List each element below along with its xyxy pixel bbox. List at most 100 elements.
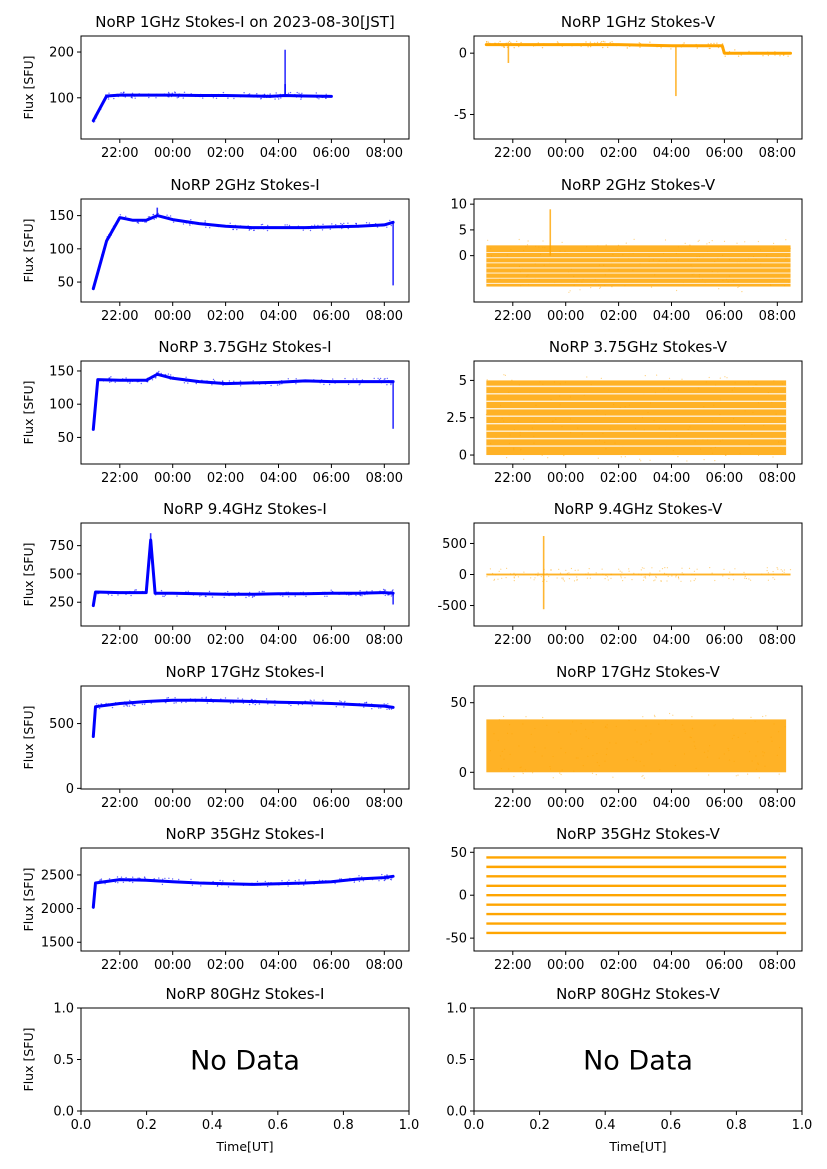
- data-point: [563, 580, 566, 582]
- data-point: [769, 284, 772, 286]
- data-point: [513, 447, 515, 449]
- plot-frame: [80, 685, 410, 790]
- data-group: [486, 209, 791, 293]
- data-point: [689, 426, 691, 428]
- x-tick-label: 06:00: [313, 958, 350, 973]
- data-point: [291, 227, 294, 229]
- data-point: [575, 730, 577, 732]
- data-point: [544, 747, 546, 749]
- data-point: [758, 454, 760, 456]
- data-point: [286, 881, 289, 883]
- data-point: [545, 43, 548, 46]
- x-tick-label: 06:00: [313, 796, 350, 811]
- data-point: [725, 454, 727, 456]
- data-point: [653, 419, 655, 421]
- data-point: [624, 406, 626, 408]
- y-tick-label: 2000: [41, 902, 74, 917]
- data-point: [785, 256, 787, 258]
- data-point: [731, 389, 733, 391]
- data-point: [499, 40, 501, 43]
- data-point: [635, 760, 637, 762]
- data-point: [577, 757, 579, 759]
- data-point: [722, 439, 724, 441]
- data-point: [356, 378, 358, 380]
- data-point: [171, 92, 173, 94]
- data-point: [356, 380, 359, 382]
- data-point: [651, 753, 653, 755]
- data-point: [655, 577, 657, 579]
- data-point: [489, 750, 491, 752]
- data-point: [628, 568, 630, 570]
- data-point: [229, 222, 231, 224]
- y-axis-label: Flux [SFU]: [21, 219, 36, 283]
- x-tick-label: 00:00: [547, 146, 584, 161]
- data-point: [248, 228, 251, 230]
- data-point: [650, 286, 653, 288]
- data-point: [580, 45, 582, 47]
- data-point: [93, 599, 95, 602]
- panel-title: NoRP 3.75GHz Stokes-V: [549, 338, 728, 356]
- data-point: [719, 414, 721, 416]
- data-point: [634, 729, 636, 731]
- data-point: [714, 579, 716, 582]
- data-point: [145, 591, 147, 593]
- data-point: [357, 879, 359, 881]
- data-point: [778, 441, 780, 443]
- data-point: [734, 568, 736, 570]
- data-point: [349, 877, 351, 880]
- data-point: [732, 718, 734, 720]
- data-point: [492, 572, 494, 575]
- data-point: [789, 569, 792, 571]
- data-point: [128, 94, 130, 96]
- data-point: [131, 97, 133, 99]
- data-point: [696, 47, 698, 49]
- data-point: [94, 710, 96, 712]
- data-point: [588, 737, 590, 740]
- data-point: [617, 258, 619, 260]
- data-point: [754, 720, 756, 722]
- panel-title: NoRP 9.4GHz Stokes-I: [163, 500, 327, 518]
- data-point: [384, 879, 386, 881]
- data-point: [728, 275, 731, 277]
- data-point: [278, 884, 280, 886]
- data-point: [391, 877, 393, 879]
- data-point: [681, 572, 683, 574]
- x-tick-label: 04:00: [653, 958, 690, 973]
- data-point: [665, 260, 667, 262]
- data-point: [275, 94, 277, 97]
- x-tick-label: 00:00: [154, 471, 191, 486]
- data-point: [139, 878, 141, 880]
- data-point: [198, 882, 201, 884]
- data-point: [518, 238, 520, 241]
- data-point: [340, 222, 342, 225]
- data-point: [520, 285, 522, 287]
- data-band: [486, 245, 791, 287]
- data-point: [602, 40, 605, 43]
- y-tick-label: 0: [66, 782, 74, 797]
- data-point: [321, 879, 324, 882]
- data-point: [138, 380, 140, 383]
- data-point: [722, 279, 724, 281]
- data-point: [525, 716, 527, 718]
- data-point: [722, 44, 724, 46]
- data-point: [294, 880, 296, 882]
- y-tick-label: 0: [459, 449, 467, 464]
- data-point: [762, 715, 764, 718]
- panel-title: NoRP 2GHz Stokes-I: [170, 176, 319, 194]
- data-point: [292, 94, 295, 96]
- data-point: [213, 380, 216, 382]
- data-point: [490, 255, 492, 257]
- data-point: [200, 93, 202, 96]
- data-point: [309, 229, 312, 232]
- panel-14: NoRP 80GHz Stokes-V0.0 0.2 0.4 0.6 0.8 1.00.0…: [446, 985, 812, 1154]
- data-point: [164, 373, 167, 376]
- data-point: [487, 41, 490, 43]
- x-tick-label: 0.8: [726, 1118, 747, 1133]
- y-tick-label: 50: [450, 846, 467, 861]
- data-point: [607, 579, 609, 581]
- data-point: [675, 575, 677, 577]
- data-point: [289, 91, 292, 94]
- data-point: [301, 92, 303, 95]
- data-point: [251, 698, 253, 701]
